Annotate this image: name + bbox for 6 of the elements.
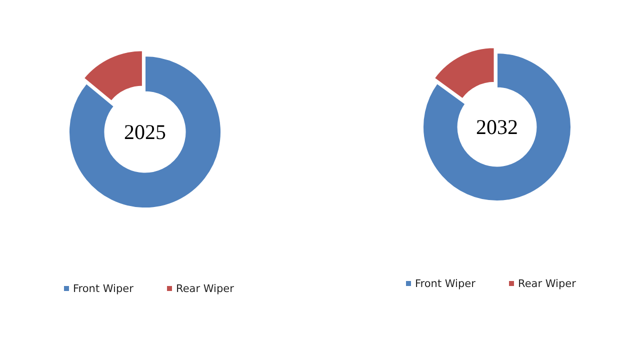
text: 2025 [124,120,166,144]
legend-label: Rear Wiper [176,283,235,295]
legend-label: Front Wiper [73,283,134,295]
text: 2032 [476,115,518,139]
legend-label: Front Wiper [415,278,476,290]
legend-label: Rear Wiper [518,278,577,290]
